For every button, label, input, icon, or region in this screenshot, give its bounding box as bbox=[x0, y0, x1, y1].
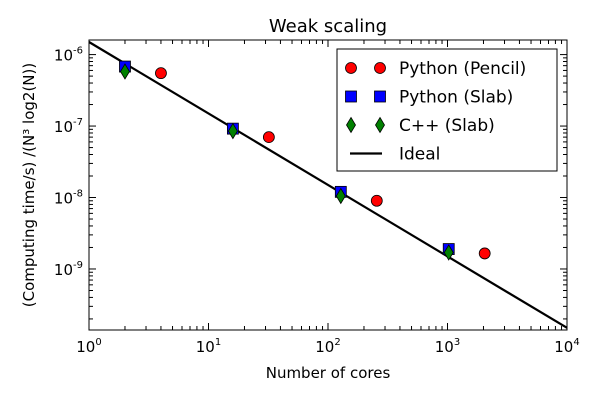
legend-marker bbox=[374, 62, 386, 74]
x-tick-label: 104 bbox=[554, 337, 579, 356]
y-tick-label-exp: -8 bbox=[73, 189, 83, 200]
x-tick-label: 103 bbox=[435, 337, 460, 356]
data-point-c-slab bbox=[227, 122, 238, 140]
y-tick-label: 10-9 bbox=[54, 260, 83, 279]
x-tick-label-base: 10 bbox=[554, 338, 573, 356]
data-point-python-pencil bbox=[155, 67, 167, 80]
x-tick-label: 100 bbox=[76, 337, 101, 356]
legend-label: Ideal bbox=[399, 145, 440, 165]
x-tick-label-exp: 3 bbox=[454, 337, 460, 348]
series-line-ideal bbox=[88, 41, 568, 329]
y-tick-label-base: 10 bbox=[54, 261, 73, 279]
y-tick-label-exp: -9 bbox=[73, 260, 83, 271]
x-tick-label: 101 bbox=[196, 337, 221, 356]
y-tick-label-base: 10 bbox=[54, 118, 73, 136]
legend-label: C++ (Slab) bbox=[399, 116, 495, 136]
x-tick-label-base: 10 bbox=[76, 338, 95, 356]
x-tick-label: 102 bbox=[315, 337, 340, 356]
plot-frame bbox=[88, 39, 568, 331]
legend-marker bbox=[346, 116, 356, 134]
y-tick-label-exp: -7 bbox=[73, 117, 83, 128]
legend-marker bbox=[345, 62, 357, 74]
legend-marker bbox=[374, 90, 386, 103]
data-point-c-slab bbox=[335, 187, 346, 205]
legend-marker bbox=[345, 90, 357, 103]
y-tick-label-base: 10 bbox=[54, 190, 73, 208]
x-axis-title: Number of cores bbox=[266, 364, 391, 382]
legend-marker bbox=[375, 116, 385, 134]
y-tick-label: 10-6 bbox=[54, 46, 83, 65]
y-tick-label: 10-7 bbox=[54, 117, 83, 136]
legend-box bbox=[336, 48, 558, 172]
x-tick-label-exp: 0 bbox=[95, 337, 101, 348]
data-point-python-pencil bbox=[370, 194, 383, 207]
y-tick-label-exp: -6 bbox=[73, 46, 83, 57]
data-point-c-slab bbox=[120, 63, 130, 80]
x-tick-label-exp: 4 bbox=[573, 337, 579, 348]
data-point-python-pencil bbox=[478, 247, 491, 260]
legend-label: Python (Pencil) bbox=[399, 59, 526, 79]
series-layer bbox=[88, 41, 568, 329]
legend: Python (Pencil) Python (Slab) C++ (Slab) Id… bbox=[336, 48, 558, 172]
y-tick-label: 10-8 bbox=[54, 189, 83, 208]
chart-title: Weak scaling bbox=[269, 16, 387, 37]
x-tick-label-base: 10 bbox=[196, 338, 215, 356]
x-tick-label-base: 10 bbox=[315, 338, 334, 356]
x-tick-label-exp: 2 bbox=[334, 337, 340, 348]
x-tick-label-base: 10 bbox=[435, 338, 454, 356]
y-axis-title: (Computing time/s) /(N³ log2(N)) bbox=[20, 63, 38, 307]
data-point-c-slab bbox=[443, 244, 454, 261]
y-tick-label-base: 10 bbox=[54, 47, 73, 65]
x-tick-label-exp: 1 bbox=[215, 337, 221, 348]
legend-label: Python (Slab) bbox=[399, 88, 513, 108]
data-point-python-pencil bbox=[262, 131, 275, 144]
